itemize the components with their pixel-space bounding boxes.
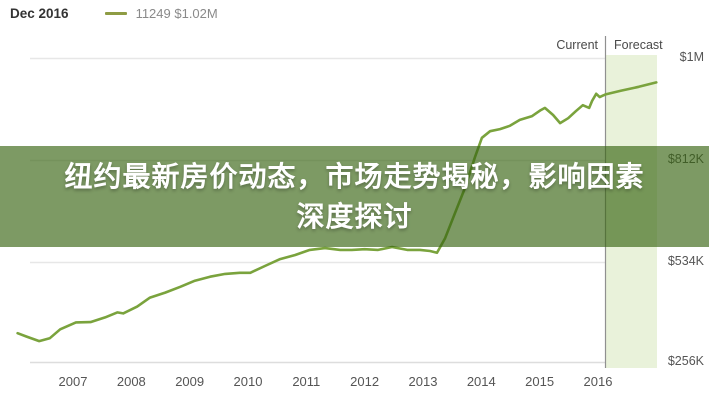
x-axis-tick-label: 2007: [58, 374, 88, 389]
x-axis-tick-label: 2012: [350, 374, 380, 389]
current-period-label: Current: [556, 38, 598, 52]
x-axis-tick-label: 2015: [525, 374, 555, 389]
x-axis-tick-label: 2008: [116, 374, 146, 389]
hover-value-label: 11249 $1.02M: [135, 6, 218, 21]
headline-text-line2: 深度探讨: [296, 200, 413, 232]
current-price-line: [16, 92, 607, 343]
headline-overlay-banner: 纽约最新房价动态，市场走势揭秘，影响因素 深度探讨: [0, 146, 709, 247]
headline-text-line1: 纽约最新房价动态，市场走势揭秘，影响因素: [64, 160, 645, 192]
x-axis-tick-label: 2014: [466, 374, 496, 389]
x-axis-tick-label: 2016: [583, 374, 613, 389]
chart-legend: Dec 2016 11249 $1.02M: [10, 6, 218, 21]
x-axis-tick-label: 2011: [292, 374, 321, 389]
forecast-price-line: [604, 81, 658, 96]
y-axis-tick-label: $256K: [667, 354, 704, 368]
x-axis-tick-label: 2009: [175, 374, 205, 389]
hover-date-label: Dec 2016: [10, 6, 69, 21]
forecast-period-label: Forecast: [614, 38, 663, 52]
x-axis-tick-label: 2010: [233, 374, 263, 389]
y-axis-tick-label: $534K: [667, 254, 704, 268]
series-color-swatch: [104, 12, 127, 15]
y-axis-tick-label: $1M: [679, 50, 704, 64]
x-axis-tick-label: 2013: [408, 374, 438, 389]
